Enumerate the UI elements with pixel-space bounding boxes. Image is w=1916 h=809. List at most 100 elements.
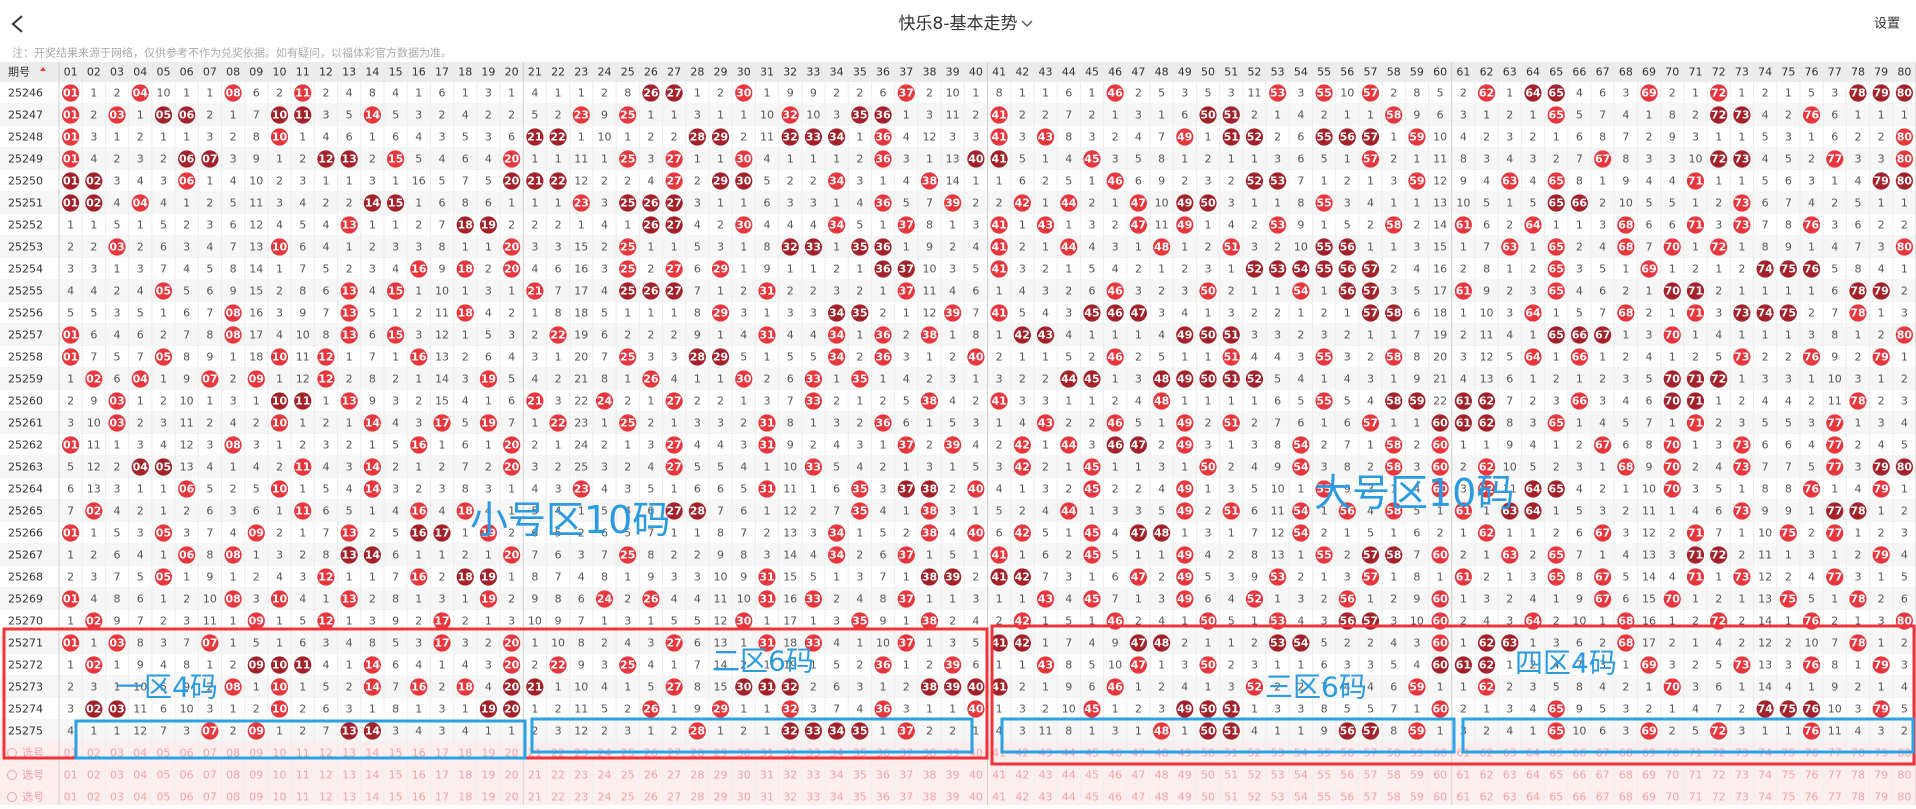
select-number[interactable]: 78 <box>1851 769 1865 782</box>
select-number[interactable]: 49 <box>1178 769 1192 782</box>
select-number[interactable]: 25 <box>621 769 635 782</box>
select-number[interactable]: 74 <box>1758 769 1772 782</box>
select-number[interactable]: 48 <box>1155 791 1169 804</box>
select-number[interactable]: 02 <box>87 791 101 804</box>
select-number[interactable]: 45 <box>1085 791 1099 804</box>
select-number[interactable]: 02 <box>87 769 101 782</box>
select-number[interactable]: 72 <box>1712 791 1726 804</box>
select-number[interactable]: 28 <box>690 769 704 782</box>
select-number[interactable]: 32 <box>783 791 797 804</box>
select-number[interactable]: 20 <box>505 769 519 782</box>
select-number[interactable]: 46 <box>1108 791 1122 804</box>
select-number[interactable]: 36 <box>876 769 890 782</box>
select-number[interactable]: 04 <box>133 791 147 804</box>
select-number[interactable]: 69 <box>1642 769 1656 782</box>
select-number[interactable]: 73 <box>1735 791 1749 804</box>
select-number[interactable]: 03 <box>110 791 124 804</box>
select-number[interactable]: 22 <box>551 791 565 804</box>
select-number[interactable]: 19 <box>481 791 495 804</box>
settings-button[interactable]: 设置 <box>1874 17 1900 32</box>
select-number[interactable]: 49 <box>1178 791 1192 804</box>
select-number[interactable]: 06 <box>180 769 194 782</box>
select-number[interactable]: 24 <box>597 769 611 782</box>
select-number[interactable]: 76 <box>1805 791 1819 804</box>
select-number[interactable]: 73 <box>1735 769 1749 782</box>
select-number[interactable]: 38 <box>922 791 936 804</box>
select-number[interactable]: 68 <box>1619 791 1633 804</box>
select-number[interactable]: 58 <box>1387 791 1401 804</box>
select-number[interactable]: 62 <box>1480 791 1494 804</box>
select-number[interactable]: 19 <box>481 769 495 782</box>
select-number[interactable]: 38 <box>922 769 936 782</box>
select-number[interactable]: 08 <box>226 769 240 782</box>
select-number[interactable]: 80 <box>1897 791 1911 804</box>
select-number[interactable]: 43 <box>1039 769 1053 782</box>
select-number[interactable]: 43 <box>1039 791 1053 804</box>
select-number[interactable]: 21 <box>528 769 542 782</box>
select-number[interactable]: 60 <box>1433 769 1447 782</box>
select-number[interactable]: 70 <box>1665 791 1679 804</box>
select-number[interactable]: 33 <box>806 791 820 804</box>
select-number[interactable]: 26 <box>644 769 658 782</box>
select-number[interactable]: 18 <box>458 791 472 804</box>
select-number[interactable]: 34 <box>830 791 844 804</box>
select-number[interactable]: 07 <box>203 791 217 804</box>
select-number[interactable]: 66 <box>1572 769 1586 782</box>
select-number[interactable]: 51 <box>1224 791 1238 804</box>
select-number[interactable]: 66 <box>1572 791 1586 804</box>
select-number[interactable]: 59 <box>1410 791 1424 804</box>
select-number[interactable]: 53 <box>1271 791 1285 804</box>
select-number[interactable]: 46 <box>1108 769 1122 782</box>
select-number[interactable]: 40 <box>969 791 983 804</box>
select-number[interactable]: 36 <box>876 791 890 804</box>
select-number[interactable]: 31 <box>760 791 774 804</box>
select-number[interactable]: 55 <box>1317 791 1331 804</box>
select-number[interactable]: 09 <box>249 791 263 804</box>
select-number[interactable]: 71 <box>1688 769 1702 782</box>
select-number[interactable]: 48 <box>1155 769 1169 782</box>
select-number[interactable]: 28 <box>690 791 704 804</box>
select-number[interactable]: 54 <box>1294 791 1308 804</box>
select-number[interactable]: 50 <box>1201 769 1215 782</box>
select-number[interactable]: 79 <box>1874 769 1888 782</box>
select-number[interactable]: 27 <box>667 769 681 782</box>
select-number[interactable]: 32 <box>783 769 797 782</box>
select-number[interactable]: 41 <box>992 791 1006 804</box>
select-number[interactable]: 74 <box>1758 791 1772 804</box>
select-number[interactable]: 13 <box>342 791 356 804</box>
select-number[interactable]: 63 <box>1503 791 1517 804</box>
select-number[interactable]: 58 <box>1387 769 1401 782</box>
select-number[interactable]: 29 <box>714 769 728 782</box>
select-number[interactable]: 57 <box>1364 791 1378 804</box>
select-number[interactable]: 09 <box>249 769 263 782</box>
select-number[interactable]: 62 <box>1480 769 1494 782</box>
select-number[interactable]: 17 <box>435 791 449 804</box>
select-number[interactable]: 44 <box>1062 791 1076 804</box>
select-number[interactable]: 65 <box>1549 791 1563 804</box>
select-number[interactable]: 52 <box>1247 769 1261 782</box>
select-number[interactable]: 04 <box>133 769 147 782</box>
select-number[interactable]: 12 <box>319 791 333 804</box>
select-number[interactable]: 42 <box>1015 791 1029 804</box>
select-number[interactable]: 54 <box>1294 769 1308 782</box>
select-number[interactable]: 27 <box>667 791 681 804</box>
select-number[interactable]: 05 <box>156 791 170 804</box>
select-number[interactable]: 63 <box>1503 769 1517 782</box>
select-number[interactable]: 68 <box>1619 769 1633 782</box>
select-number[interactable]: 25 <box>621 791 635 804</box>
select-number[interactable]: 29 <box>714 791 728 804</box>
select-number[interactable]: 72 <box>1712 769 1726 782</box>
select-number[interactable]: 79 <box>1874 791 1888 804</box>
select-number[interactable]: 47 <box>1131 769 1145 782</box>
select-number[interactable]: 77 <box>1828 791 1842 804</box>
select-number[interactable]: 35 <box>853 769 867 782</box>
select-number[interactable]: 56 <box>1340 791 1354 804</box>
select-number[interactable]: 24 <box>597 791 611 804</box>
select-number[interactable]: 16 <box>412 791 426 804</box>
select-number[interactable]: 23 <box>574 791 588 804</box>
select-number[interactable]: 26 <box>644 791 658 804</box>
select-number[interactable]: 11 <box>296 769 310 782</box>
select-number[interactable]: 67 <box>1596 791 1610 804</box>
select-number[interactable]: 22 <box>551 769 565 782</box>
select-number[interactable]: 60 <box>1433 791 1447 804</box>
